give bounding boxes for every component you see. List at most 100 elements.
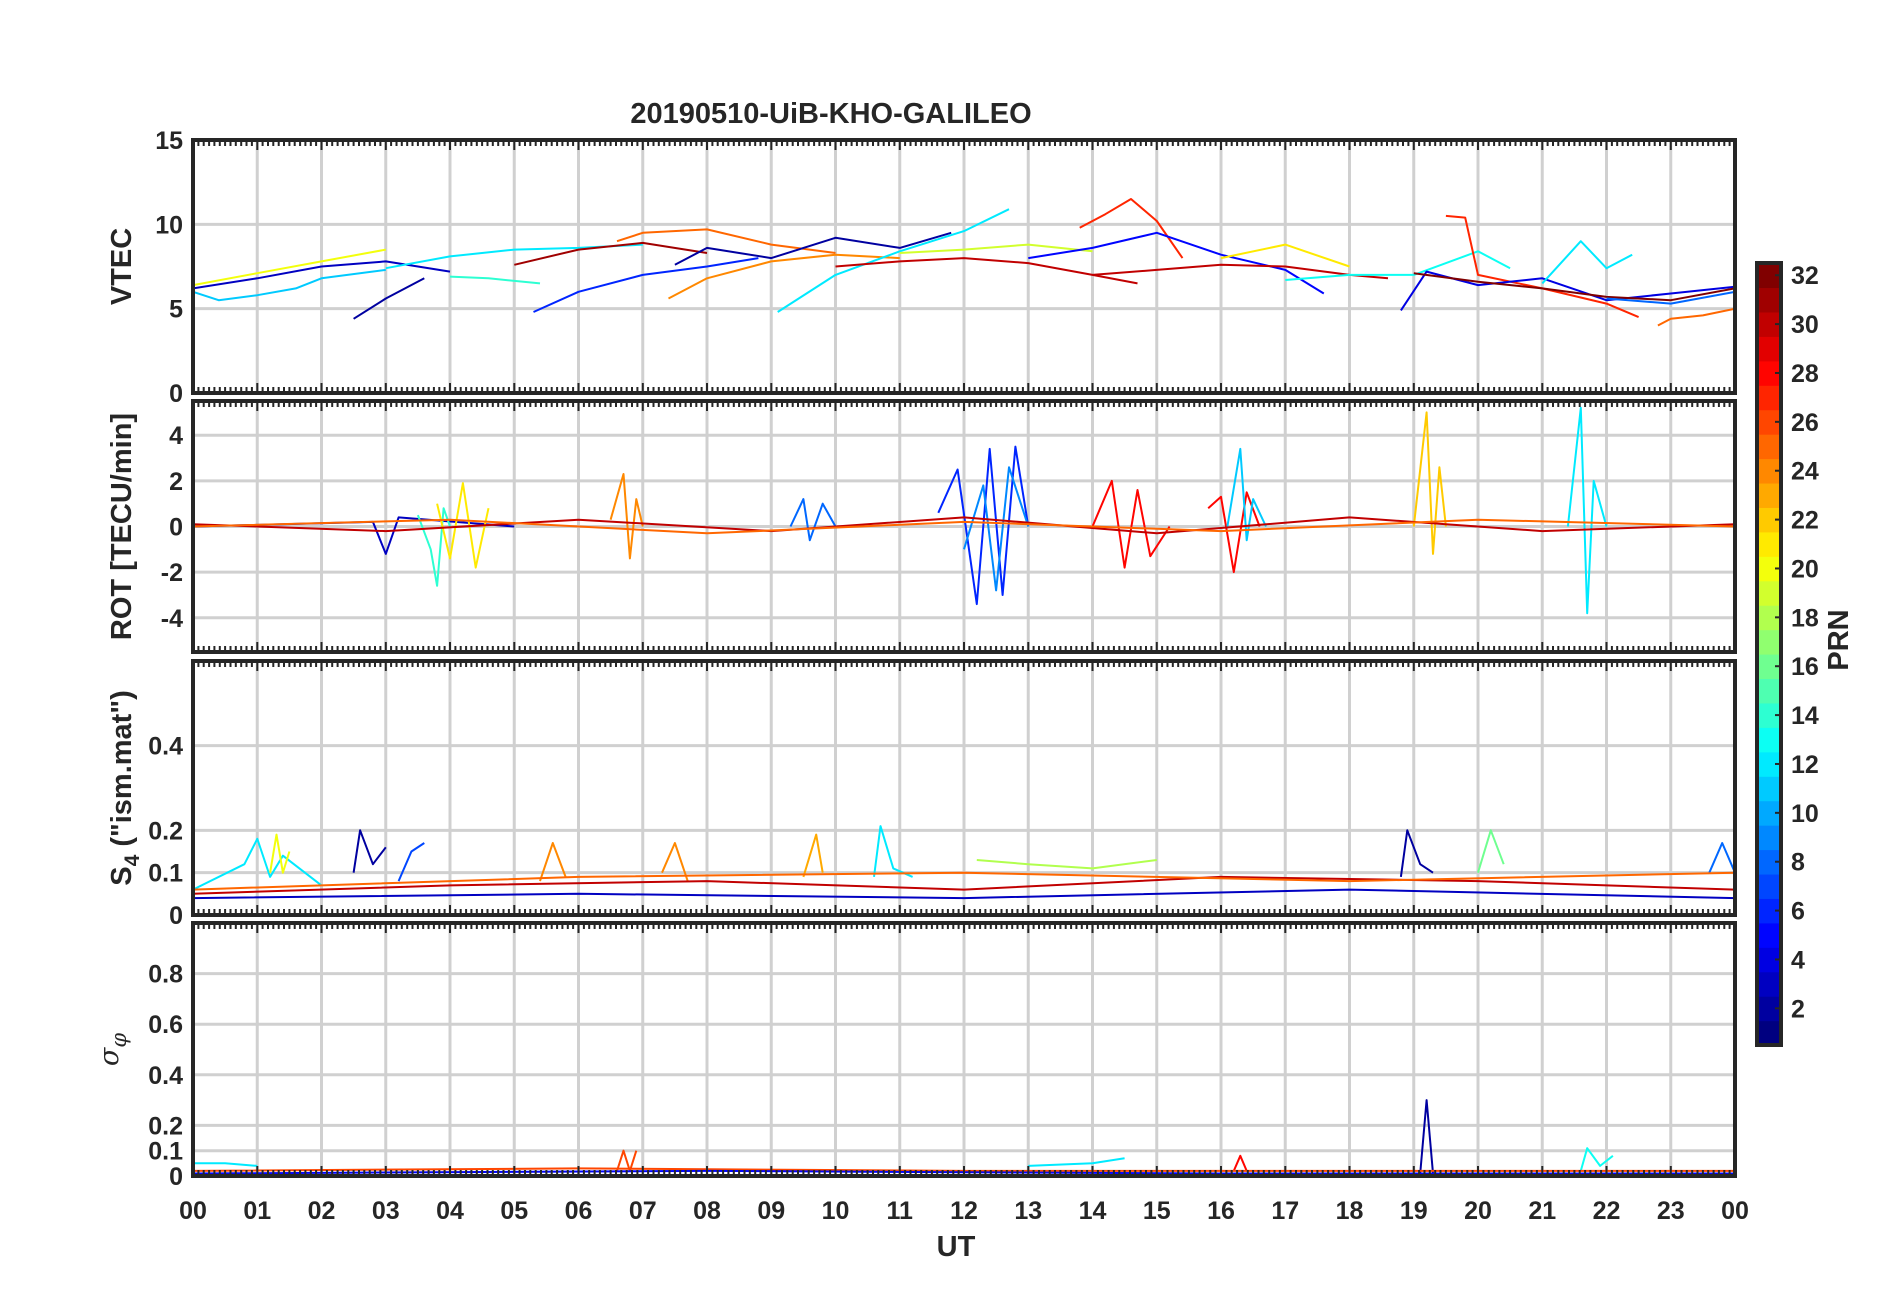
panel-sigma_phi: 00.10.2 0.4 0.6 0.8 σφ <box>94 921 1737 1191</box>
colorbar-cell <box>1757 385 1781 411</box>
panel-rot: -4 -2 0 2 4 ROT [TECU/min] <box>106 399 1737 654</box>
series-line-prn-16 <box>1477 829 1505 873</box>
colorbar-cell <box>1757 776 1781 802</box>
series-line-prn-12 <box>777 208 1010 313</box>
y-tick-label: 0.2 <box>148 817 183 845</box>
chart-title: 20190510-UiB-KHO-GALILEO <box>630 98 1031 130</box>
colorbar-cell <box>1757 873 1781 899</box>
y-tick-label: 10 <box>155 211 183 239</box>
series-line-prn-9 <box>963 466 1030 592</box>
y-tick-label: 0.4 <box>148 733 183 761</box>
series-line-prn-28 <box>1207 491 1261 574</box>
x-tick-label: 14 <box>1079 1197 1107 1225</box>
colorbar-cell <box>1757 971 1781 997</box>
series-line-prn-25 <box>193 518 1735 535</box>
y-tick-label: 0 <box>169 1163 183 1191</box>
series-line-prn-19 <box>899 243 1093 254</box>
colorbar-cell <box>1757 482 1781 508</box>
x-tick-label: 11 <box>887 1197 914 1225</box>
colorbar-frame <box>1755 261 1783 1047</box>
series-line-prn-25 <box>193 871 1735 891</box>
series-line-prn-24 <box>661 842 689 882</box>
x-tick-label: 05 <box>500 1197 528 1225</box>
x-tick-labels: 00 01 02 03 04 05 06 07 08 09 10 11 12 13 14 15 16 17 18 19… <box>179 1197 1749 1225</box>
series-line-prn-8 <box>1606 290 1735 305</box>
colorbar-tick-label: 30 <box>1791 311 1819 339</box>
y-axis-label: ROT [TECU/min] <box>106 413 138 640</box>
colorbar-tick-label: 14 <box>1791 702 1819 730</box>
y-axis-label: S4 ("ism.mat") <box>106 690 144 886</box>
colorbar-cell <box>1757 580 1781 606</box>
colorbar-tick-label: 10 <box>1791 800 1819 828</box>
x-tick-label: 02 <box>308 1197 336 1225</box>
series-line-prn-30 <box>835 257 1138 285</box>
series-line-prn-2 <box>353 277 425 320</box>
colorbar-cell <box>1757 434 1781 460</box>
x-tick-label: 10 <box>822 1197 850 1225</box>
series-group <box>193 406 1735 615</box>
y-tick-label: 0.6 <box>148 1011 183 1039</box>
colorbar-tick-label: 4 <box>1791 946 1805 974</box>
x-minor-ticks <box>192 401 1736 652</box>
series-line-prn-13 <box>1285 250 1511 281</box>
series-group <box>193 825 1735 900</box>
y-tick-label: 5 <box>169 296 183 324</box>
y-tick-label: 0 <box>169 380 183 408</box>
colorbar-cell <box>1757 825 1781 851</box>
y-tick-label: 0.1 <box>148 860 183 888</box>
series-line-prn-12 <box>1028 1157 1125 1167</box>
x-minor-ticks <box>192 661 1736 915</box>
x-minor-ticks <box>192 923 1736 1176</box>
y-tick-label: 4 <box>169 422 183 450</box>
colorbar-tick-label: 22 <box>1791 507 1819 535</box>
series-line-prn-8 <box>1708 842 1735 874</box>
series-line-prn-21 <box>436 482 490 569</box>
colorbar-cell <box>1757 678 1781 704</box>
panel-vtec: 0 5 10 15 VTEC <box>106 127 1737 408</box>
y-tick-label: 15 <box>155 127 183 155</box>
y-tick-label: 0.4 <box>148 1062 183 1090</box>
colorbar-cell <box>1757 629 1781 655</box>
y-axis-label: σφ <box>94 1033 131 1066</box>
colorbar-tick-label: 26 <box>1791 409 1819 437</box>
colorbar-tick-label: 18 <box>1791 604 1819 632</box>
series-line-prn-28 <box>1232 1154 1248 1172</box>
x-tick-label: 00 <box>1721 1197 1749 1225</box>
panel-s4: 0 0.1 0.2 0.4S4 ("ism.mat") <box>106 659 1737 930</box>
x-tick-label: 07 <box>629 1197 657 1225</box>
x-tick-label: 15 <box>1143 1197 1171 1225</box>
y-tick-label: 2 <box>169 468 183 496</box>
series-line-prn-25 <box>616 228 836 254</box>
series-line-prn-27 <box>1079 198 1184 259</box>
colorbar-tick-label: 28 <box>1791 360 1819 388</box>
series-line-prn-23 <box>802 833 824 878</box>
y-tick-label: -2 <box>161 559 183 587</box>
colorbar-tick-label: 2 <box>1791 995 1805 1023</box>
y-tick-label: 0 <box>169 514 183 542</box>
colorbar-cell <box>1757 531 1781 557</box>
x-tick-label: 19 <box>1400 1197 1428 1225</box>
colorbar-cell <box>1757 922 1781 948</box>
colorbar-cell <box>1757 727 1781 753</box>
series-group <box>193 198 1735 327</box>
colorbar-cell <box>1757 287 1781 313</box>
x-tick-label: 22 <box>1593 1197 1621 1225</box>
series-line-prn-24 <box>539 842 567 882</box>
x-tick-label: 06 <box>565 1197 593 1225</box>
colorbar-tick-label: 6 <box>1791 898 1805 926</box>
series-line-prn-24 <box>609 473 644 560</box>
series-line-prn-5 <box>1028 231 1325 295</box>
x-tick-label: 18 <box>1336 1197 1364 1225</box>
series-line-prn-30 <box>193 516 1735 535</box>
x-axis-label: UT <box>937 1231 976 1263</box>
series-line-prn-6 <box>937 445 1030 606</box>
y-tick-label: -4 <box>161 605 183 633</box>
x-tick-label: 01 <box>243 1197 271 1225</box>
series-line-prn-12 <box>1566 406 1608 615</box>
y-tick-label: 0.1 <box>148 1138 183 1166</box>
x-tick-label: 17 <box>1271 1197 1299 1225</box>
series-line-prn-21 <box>1220 243 1350 268</box>
series-line-prn-20 <box>269 833 291 874</box>
